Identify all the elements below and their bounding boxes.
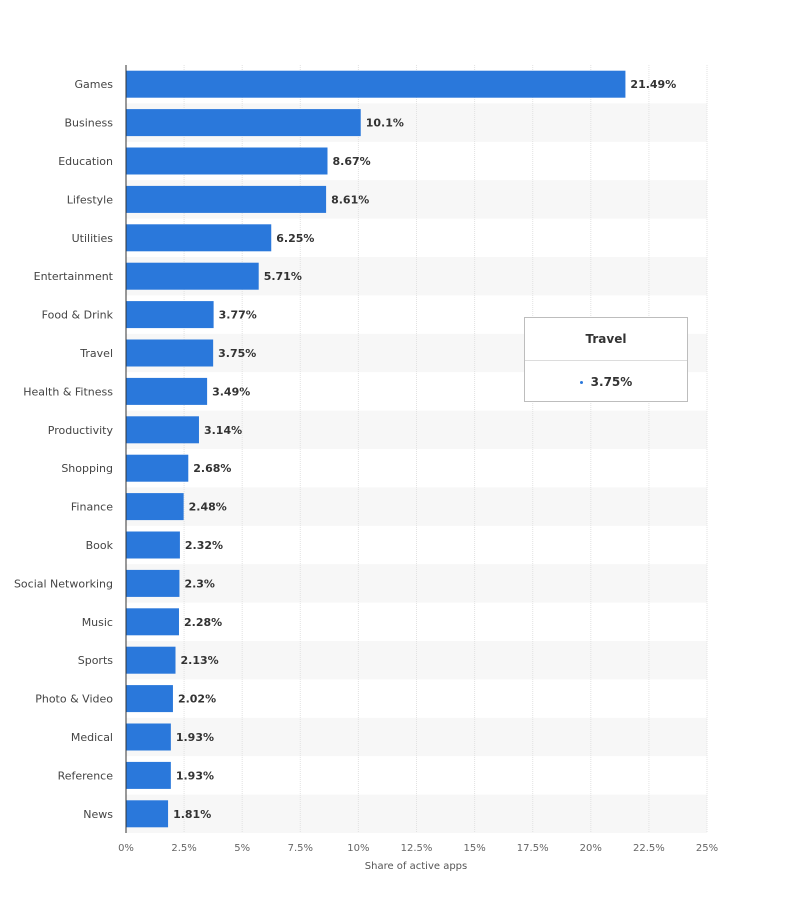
- category-label: Entertainment: [34, 270, 114, 283]
- bar[interactable]: [126, 377, 208, 405]
- bar[interactable]: [126, 339, 214, 367]
- tooltip-value: 3.75%: [590, 375, 633, 389]
- bar[interactable]: [126, 147, 328, 175]
- bar[interactable]: [126, 646, 176, 674]
- data-label: 8.61%: [331, 193, 369, 206]
- category-label: Travel: [79, 347, 113, 360]
- bar[interactable]: [126, 723, 171, 751]
- data-label: 2.13%: [181, 654, 219, 667]
- bar[interactable]: [126, 761, 171, 789]
- category-labels: Games Business Education Lifestyle Utilities…: [14, 78, 114, 821]
- data-label: 1.93%: [176, 769, 214, 782]
- category-label: Photo & Video: [35, 693, 113, 706]
- x-tick-label: 15%: [463, 843, 485, 854]
- data-label: 3.77%: [219, 309, 257, 322]
- x-tick-label: 10%: [347, 843, 369, 854]
- data-label: 5.71%: [264, 270, 302, 283]
- bar[interactable]: [126, 454, 189, 482]
- category-label: Business: [64, 117, 113, 130]
- x-tick-label: 17.5%: [517, 843, 549, 854]
- x-tick-label: 22.5%: [633, 843, 665, 854]
- data-label: 8.67%: [332, 155, 370, 168]
- category-label: News: [83, 808, 113, 821]
- category-label: Sports: [78, 654, 114, 667]
- category-label: Finance: [71, 501, 113, 514]
- category-label: Health & Fitness: [23, 385, 113, 398]
- bar[interactable]: [126, 493, 184, 521]
- x-tick-label: 25%: [696, 843, 718, 854]
- x-tick-label: 0%: [118, 843, 134, 854]
- tooltip: Travel 3.75%: [524, 317, 688, 402]
- category-label: Shopping: [61, 462, 113, 475]
- category-label: Lifestyle: [67, 193, 113, 206]
- data-label: 3.75%: [218, 347, 256, 360]
- bar[interactable]: [126, 185, 327, 213]
- value-labels: 21.49% 10.1% 8.67% 8.61% 6.25% 5.71% 3.77% 3.75…: [173, 78, 676, 821]
- category-label: Book: [86, 539, 114, 552]
- x-axis-title: Share of active apps: [365, 861, 467, 872]
- bar[interactable]: [126, 262, 259, 290]
- category-label: Reference: [58, 769, 114, 782]
- data-label: 1.93%: [176, 731, 214, 744]
- data-label: 2.02%: [178, 693, 216, 706]
- x-tick-label: 12.5%: [401, 843, 433, 854]
- bar[interactable]: [126, 531, 180, 559]
- bar[interactable]: [126, 800, 169, 828]
- x-tick-label: 2.5%: [171, 843, 196, 854]
- data-label: 21.49%: [630, 78, 676, 91]
- bar[interactable]: [126, 416, 199, 444]
- category-label: Education: [58, 155, 113, 168]
- data-label: 6.25%: [276, 232, 314, 245]
- bars: [126, 70, 626, 828]
- category-label: Medical: [71, 731, 113, 744]
- bar[interactable]: [126, 109, 361, 137]
- tooltip-body: 3.75%: [525, 361, 687, 403]
- x-tick-label: 20%: [580, 843, 602, 854]
- tooltip-title: Travel: [525, 318, 687, 361]
- x-tick-label: 7.5%: [288, 843, 313, 854]
- data-label: 2.48%: [189, 501, 227, 514]
- data-label: 10.1%: [366, 117, 404, 130]
- category-label: Utilities: [72, 232, 114, 245]
- data-label: 2.68%: [193, 462, 231, 475]
- category-label: Social Networking: [14, 577, 113, 590]
- x-tick-labels: 0% 2.5% 5% 7.5% 10% 12.5% 15% 17.5% 20% 22.5% 25%: [118, 843, 718, 854]
- data-label: 2.28%: [184, 616, 222, 629]
- data-label: 3.14%: [204, 424, 242, 437]
- data-label: 2.32%: [185, 539, 223, 552]
- category-label: Games: [75, 78, 114, 91]
- category-label: Food & Drink: [42, 309, 114, 322]
- data-label: 1.81%: [173, 808, 211, 821]
- bar[interactable]: [126, 569, 180, 597]
- series-dot-icon: [579, 381, 583, 384]
- bar[interactable]: [126, 685, 173, 713]
- category-label: Productivity: [48, 424, 114, 437]
- bar[interactable]: [126, 608, 179, 636]
- x-tick-label: 5%: [234, 843, 250, 854]
- data-label: 2.3%: [184, 577, 215, 590]
- bar[interactable]: [126, 301, 214, 329]
- bar[interactable]: [126, 224, 272, 252]
- category-label: Music: [82, 616, 113, 629]
- bar[interactable]: [126, 70, 626, 98]
- data-label: 3.49%: [212, 385, 250, 398]
